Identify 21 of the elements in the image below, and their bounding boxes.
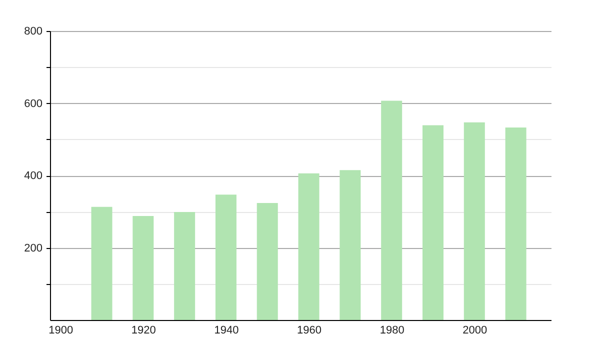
y-tick-label: 400: [24, 170, 42, 182]
bar: [298, 173, 320, 320]
bar: [174, 212, 196, 320]
x-tick-label: 1900: [48, 324, 74, 336]
y-tick-label: 800: [24, 26, 42, 38]
x-tick-label: 1940: [214, 324, 239, 336]
bar: [422, 125, 444, 320]
bar: [91, 206, 112, 320]
y-tick-label: 200: [24, 242, 42, 254]
bar: [381, 100, 402, 320]
x-tick-label: 1960: [297, 324, 322, 336]
bar: [256, 202, 278, 320]
x-tick-label: 1920: [131, 324, 156, 336]
bar: [215, 194, 236, 320]
bar: [505, 127, 526, 320]
x-tick-label: 2000: [462, 324, 488, 336]
bar: [132, 216, 154, 320]
bar: [340, 170, 361, 320]
x-tick-label: 1980: [380, 324, 404, 336]
y-tick-label: 600: [24, 98, 42, 110]
bar: [464, 122, 485, 320]
